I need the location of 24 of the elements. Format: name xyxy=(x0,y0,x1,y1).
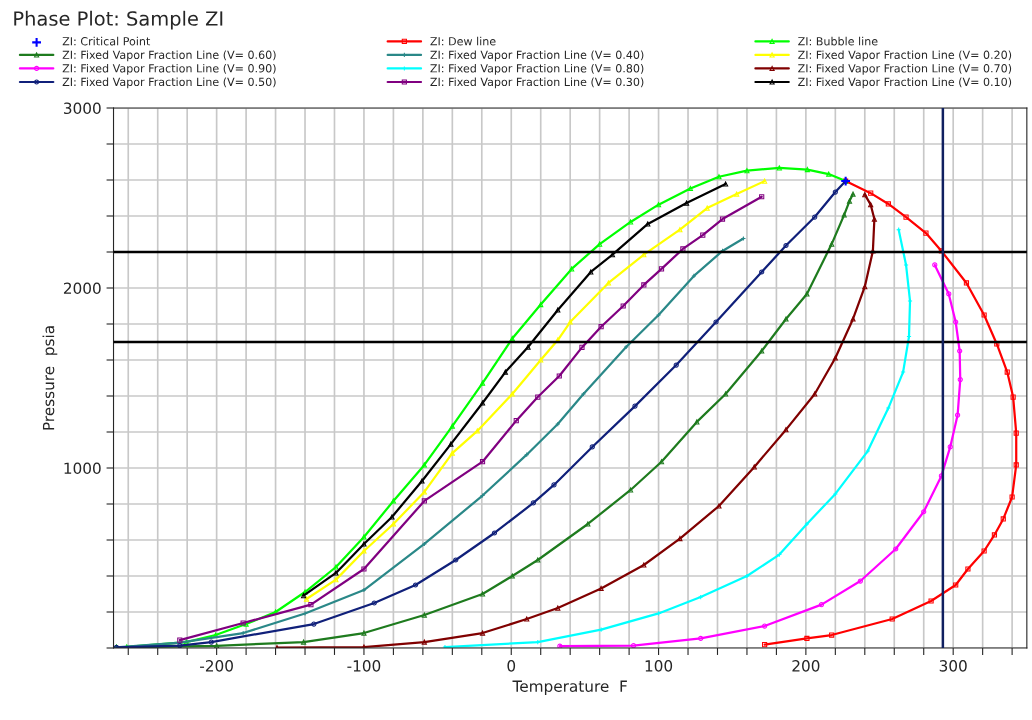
legend-label: ZI: Fixed Vapor Fraction Line (V= 0.90) xyxy=(62,63,276,75)
x-axis-title: Temperature F xyxy=(512,680,627,695)
legend-label: ZI: Critical Point xyxy=(62,36,151,46)
legend-label: ZI: Fixed Vapor Fraction Line (V= 0.80) xyxy=(430,63,644,75)
legend-label: ZI: Bubble line xyxy=(798,36,878,46)
legend-label: ZI: Dew line xyxy=(430,36,496,46)
legend-label: ZI: Fixed Vapor Fraction Line (V= 0.10) xyxy=(798,77,1012,89)
y-tick-label: 1000 xyxy=(64,462,101,475)
legend-label: ZI: Fixed Vapor Fraction Line (V= 0.20) xyxy=(798,50,1012,62)
legend-label: ZI: Fixed Vapor Fraction Line (V= 0.70) xyxy=(798,63,1012,75)
x-tick-label: -200 xyxy=(200,660,233,672)
x-tick-label: 0 xyxy=(507,660,516,672)
x-tick-label: 200 xyxy=(792,660,820,672)
legend-label: ZI: Fixed Vapor Fraction Line (V= 0.50) xyxy=(62,77,276,89)
chart-title: Phase Plot: Sample ZI xyxy=(14,10,223,30)
x-tick-label: 300 xyxy=(939,660,967,672)
y-axis-title: Pressure psia xyxy=(42,326,58,430)
y-tick-label: 2000 xyxy=(63,282,101,295)
legend-label: ZI: Fixed Vapor Fraction Line (V= 0.60) xyxy=(62,50,276,62)
x-tick-label: 100 xyxy=(645,660,673,672)
y-tick-label: 3000 xyxy=(64,102,101,115)
legend-label: ZI: Fixed Vapor Fraction Line (V= 0.40) xyxy=(430,50,644,62)
legend-label: ZI: Fixed Vapor Fraction Line (V= 0.30) xyxy=(430,77,644,89)
x-tick-label: -100 xyxy=(347,660,381,672)
